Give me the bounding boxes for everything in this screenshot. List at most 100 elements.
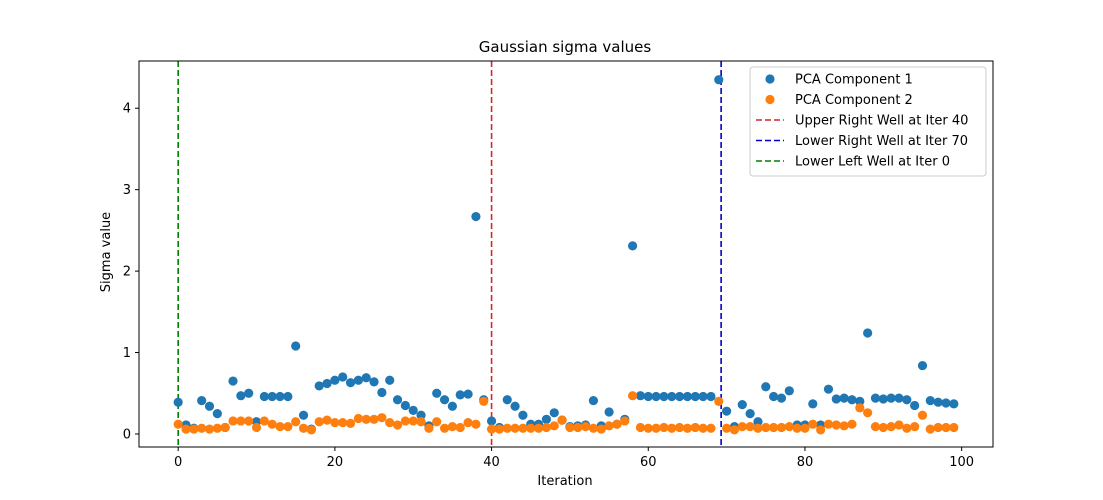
series-2-point [189,424,199,434]
y-tick-label: 3 [123,183,131,198]
series-2-point [220,422,230,433]
series-2-point [690,422,700,433]
series-1-point [291,341,301,351]
series-2-point [667,423,677,433]
series-1-point [886,393,896,403]
series-2-point [361,414,371,424]
series-2-point [682,423,693,433]
series-2-point [917,410,928,420]
series-2-point [236,416,246,426]
axes: 0 20 40 60 80 100 0 1 2 3 4 [123,60,994,470]
series-2-point [424,423,434,433]
series-1-point [651,391,661,402]
series-2-point [322,415,332,425]
series-1-point [392,395,403,405]
series-1-point [933,397,943,407]
series-2-point [439,423,450,433]
series-2-point [831,420,841,430]
y-tick-label: 0 [123,427,131,442]
series-1-point [322,378,332,389]
series-1-point [894,393,904,403]
series-1-point [855,396,865,406]
series-2-point [533,423,544,433]
series-1-point [737,400,747,410]
series-1-point [675,391,685,402]
series-2-point [620,416,630,426]
series-2-point [432,417,442,427]
series-1-point [604,407,614,417]
series-2-point [596,424,606,434]
series-1-point [314,381,324,391]
series-1-point [204,401,215,411]
series-2-point [259,416,269,426]
series-2-point [855,403,865,413]
series-1-point [745,409,755,419]
x-tick-label: 80 [797,455,814,470]
series-2-point [463,417,473,428]
series-2-point [823,419,834,429]
series-2-point [627,391,638,401]
plot-area [173,61,959,447]
series-2-point [377,413,387,423]
series-1-point [283,391,293,402]
axes-frame [138,60,994,448]
series-2-point [385,417,395,428]
series-2-point [338,417,348,428]
series-2-point [330,417,340,428]
series-2-point [244,416,254,426]
series-2-point [502,423,512,433]
series-2-point [251,422,262,433]
series-2-point [729,425,740,435]
series-1-point [588,395,599,406]
series-1-point [439,395,450,405]
series-1-point [667,391,677,402]
x-tick-label: 100 [949,455,974,470]
series-2-point [604,421,614,431]
series-2-point [847,419,857,429]
series-1-point [385,375,395,385]
series-2-point [267,419,277,429]
series-2-point [737,422,747,432]
series-2-point [580,422,591,432]
series-1-point [808,399,818,409]
series-2-point [933,422,943,433]
series-2-point [808,419,818,429]
series-1-point [353,375,363,385]
series-2-point [228,416,238,426]
series-2-point [197,423,207,433]
series-2-point [479,396,489,406]
series-1-point [635,391,646,401]
series-2-point [518,423,528,433]
series-1-point [432,388,442,398]
series-1-point [949,399,959,409]
series-2-point [870,422,881,432]
series-2-point [776,422,787,433]
series-2-point [486,424,497,434]
series-1-point [510,401,520,411]
series-2-point [769,422,779,433]
series-2-point [314,417,324,427]
series-2-point [204,424,215,434]
series-2-point [925,424,935,434]
series-1-point [847,395,857,405]
series-1-point [917,360,928,371]
series-2-point [588,423,599,433]
series-1-point [659,391,669,402]
series-1-point [831,394,841,404]
series-1-point [298,410,309,420]
series-1-point [197,395,207,406]
series-2-point [949,422,959,433]
series-1-point [878,394,888,404]
series-1-point [502,395,512,405]
series-1-point [173,397,183,407]
series-2-point [800,423,810,433]
series-1-point [643,391,653,402]
series-1-point [941,398,951,408]
series-2-point [494,424,505,434]
series-1-point [338,372,348,382]
series-2-point [275,422,285,432]
series-2-point [510,423,520,433]
series-2-point [792,423,802,433]
legend: PCA Component 1 PCA Component 2 Upper Righ… [749,66,987,177]
